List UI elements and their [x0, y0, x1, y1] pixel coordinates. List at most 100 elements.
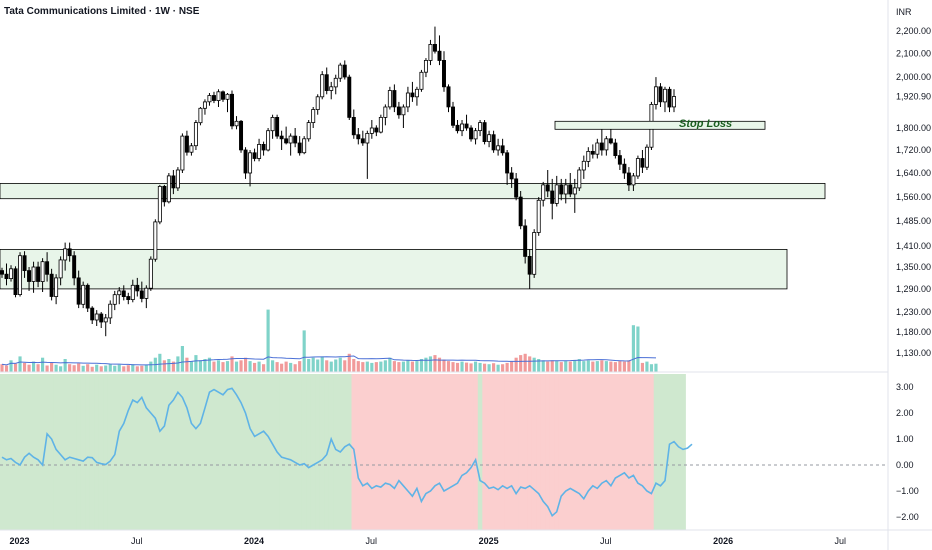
stop-loss-rect[interactable]: [554, 120, 766, 130]
time-axis[interactable]: 2023 Jul 2024 Jul 2025 Jul 2026 Jul: [9, 536, 846, 546]
price-tick-label: 2,100.00: [896, 49, 931, 59]
volume-bar: [392, 361, 396, 372]
volume-bar: [613, 362, 617, 372]
candle-body: [13, 268, 18, 295]
volume-bar: [329, 361, 333, 372]
volume-bar: [519, 355, 523, 372]
currency-label[interactable]: INR: [896, 7, 912, 17]
candle-body: [239, 120, 244, 151]
rsi-tick-label: 0.00: [896, 460, 914, 470]
rsi-bg-segment: [202, 374, 208, 530]
rsi-bg-segment: [265, 374, 271, 530]
candle-body: [139, 290, 144, 299]
volume-bar: [338, 357, 342, 372]
price-tick-label: 1,350.00: [896, 262, 931, 272]
volume-bar: [167, 359, 171, 372]
candle-body: [523, 225, 528, 257]
rsi-bg-segment: [522, 374, 529, 530]
candle-body: [193, 122, 198, 147]
candle-body: [672, 96, 676, 108]
volume-bar: [135, 366, 139, 372]
candle-body: [329, 86, 334, 91]
candle-body: [18, 255, 23, 295]
rsi-bg-segment: [577, 374, 583, 530]
candle-body: [261, 143, 266, 151]
rsi-bg-segment: [198, 374, 204, 530]
candle-body: [663, 88, 667, 103]
volume-bar: [171, 361, 175, 372]
candle-body: [405, 92, 410, 108]
volume-bar: [320, 356, 324, 372]
candle-body: [473, 130, 478, 140]
candle-body: [369, 127, 374, 134]
candle-body: [491, 134, 496, 151]
rsi-bg-segment: [635, 374, 641, 530]
rsi-bg-segment: [536, 374, 542, 530]
candle-body: [45, 261, 50, 275]
volume-bar: [108, 364, 112, 372]
rsi-bg-segment: [238, 374, 244, 530]
candle-body: [103, 317, 108, 323]
support-zone[interactable]: [0, 182, 826, 200]
support-zone[interactable]: [0, 248, 788, 290]
volume-bar: [374, 362, 378, 372]
rsi-tick-label: 2.00: [896, 408, 914, 418]
volume-bar: [234, 361, 239, 372]
volume-bar: [126, 365, 130, 372]
rsi-bg-segment: [107, 374, 114, 530]
rsi-bg-segment: [599, 374, 605, 530]
volume-bar: [45, 365, 49, 372]
candle-body: [27, 270, 32, 282]
volume-bar: [397, 362, 401, 372]
candle-body: [469, 127, 474, 140]
candle-body: [58, 259, 63, 279]
candle-body: [581, 160, 586, 171]
volume-bar: [487, 364, 491, 372]
rsi-bg-segment: [540, 374, 547, 530]
rsi-bg-segment: [554, 374, 560, 530]
volume-bar: [271, 360, 275, 372]
rsi-axis[interactable]: 3.00 2.00 1.00 0.00 −1.00 −2.00: [896, 382, 919, 522]
volume-bar: [537, 359, 541, 372]
rsi-bg-segment: [631, 374, 637, 530]
volume-bar: [257, 361, 261, 372]
volume-bar: [230, 356, 234, 372]
candle-body: [586, 150, 591, 162]
rsi-bg-segment: [500, 374, 506, 530]
rsi-bg-segment: [171, 374, 177, 530]
rsi-bg-segment: [595, 374, 601, 530]
volume-bar: [212, 361, 216, 372]
volume-bar: [410, 361, 414, 372]
rsi-bg-segment: [0, 374, 5, 530]
price-axis[interactable]: 2,200.00 2,100.00 2,000.00 1,920.90 1,800.00…: [889, 26, 931, 358]
candle-body: [40, 261, 45, 283]
candle-body: [432, 44, 437, 52]
rsi-bg-segment: [180, 374, 186, 530]
rsi-tick-label: 3.00: [896, 382, 914, 392]
stop-loss-box[interactable]: Stop Loss: [554, 118, 766, 130]
rsi-bg-segment: [328, 374, 335, 530]
volume-bar: [514, 357, 518, 372]
candle-body: [423, 60, 428, 73]
volume-bar: [207, 357, 212, 372]
volume-bar: [54, 364, 58, 372]
candle-body: [49, 273, 54, 297]
volume-bar: [50, 362, 54, 372]
volume-bar: [654, 363, 658, 372]
volume-bar: [63, 359, 67, 372]
candle-body: [536, 199, 541, 233]
rsi-bg-segment: [121, 374, 127, 530]
rsi-bg-segment: [76, 374, 82, 530]
candle-body: [324, 74, 329, 91]
rsi-bg-segment: [162, 374, 168, 530]
rsi-bg-segment: [35, 374, 41, 530]
volume-bar: [455, 362, 460, 372]
volume-bar: [31, 361, 36, 372]
rsi-line: [1, 387, 693, 517]
volume-bar: [352, 359, 356, 372]
volume-bar: [473, 361, 478, 372]
volume-bar: [388, 357, 392, 372]
volume-bar: [406, 360, 410, 372]
volume-bar: [77, 363, 81, 372]
rsi-bg-segment: [256, 374, 262, 530]
